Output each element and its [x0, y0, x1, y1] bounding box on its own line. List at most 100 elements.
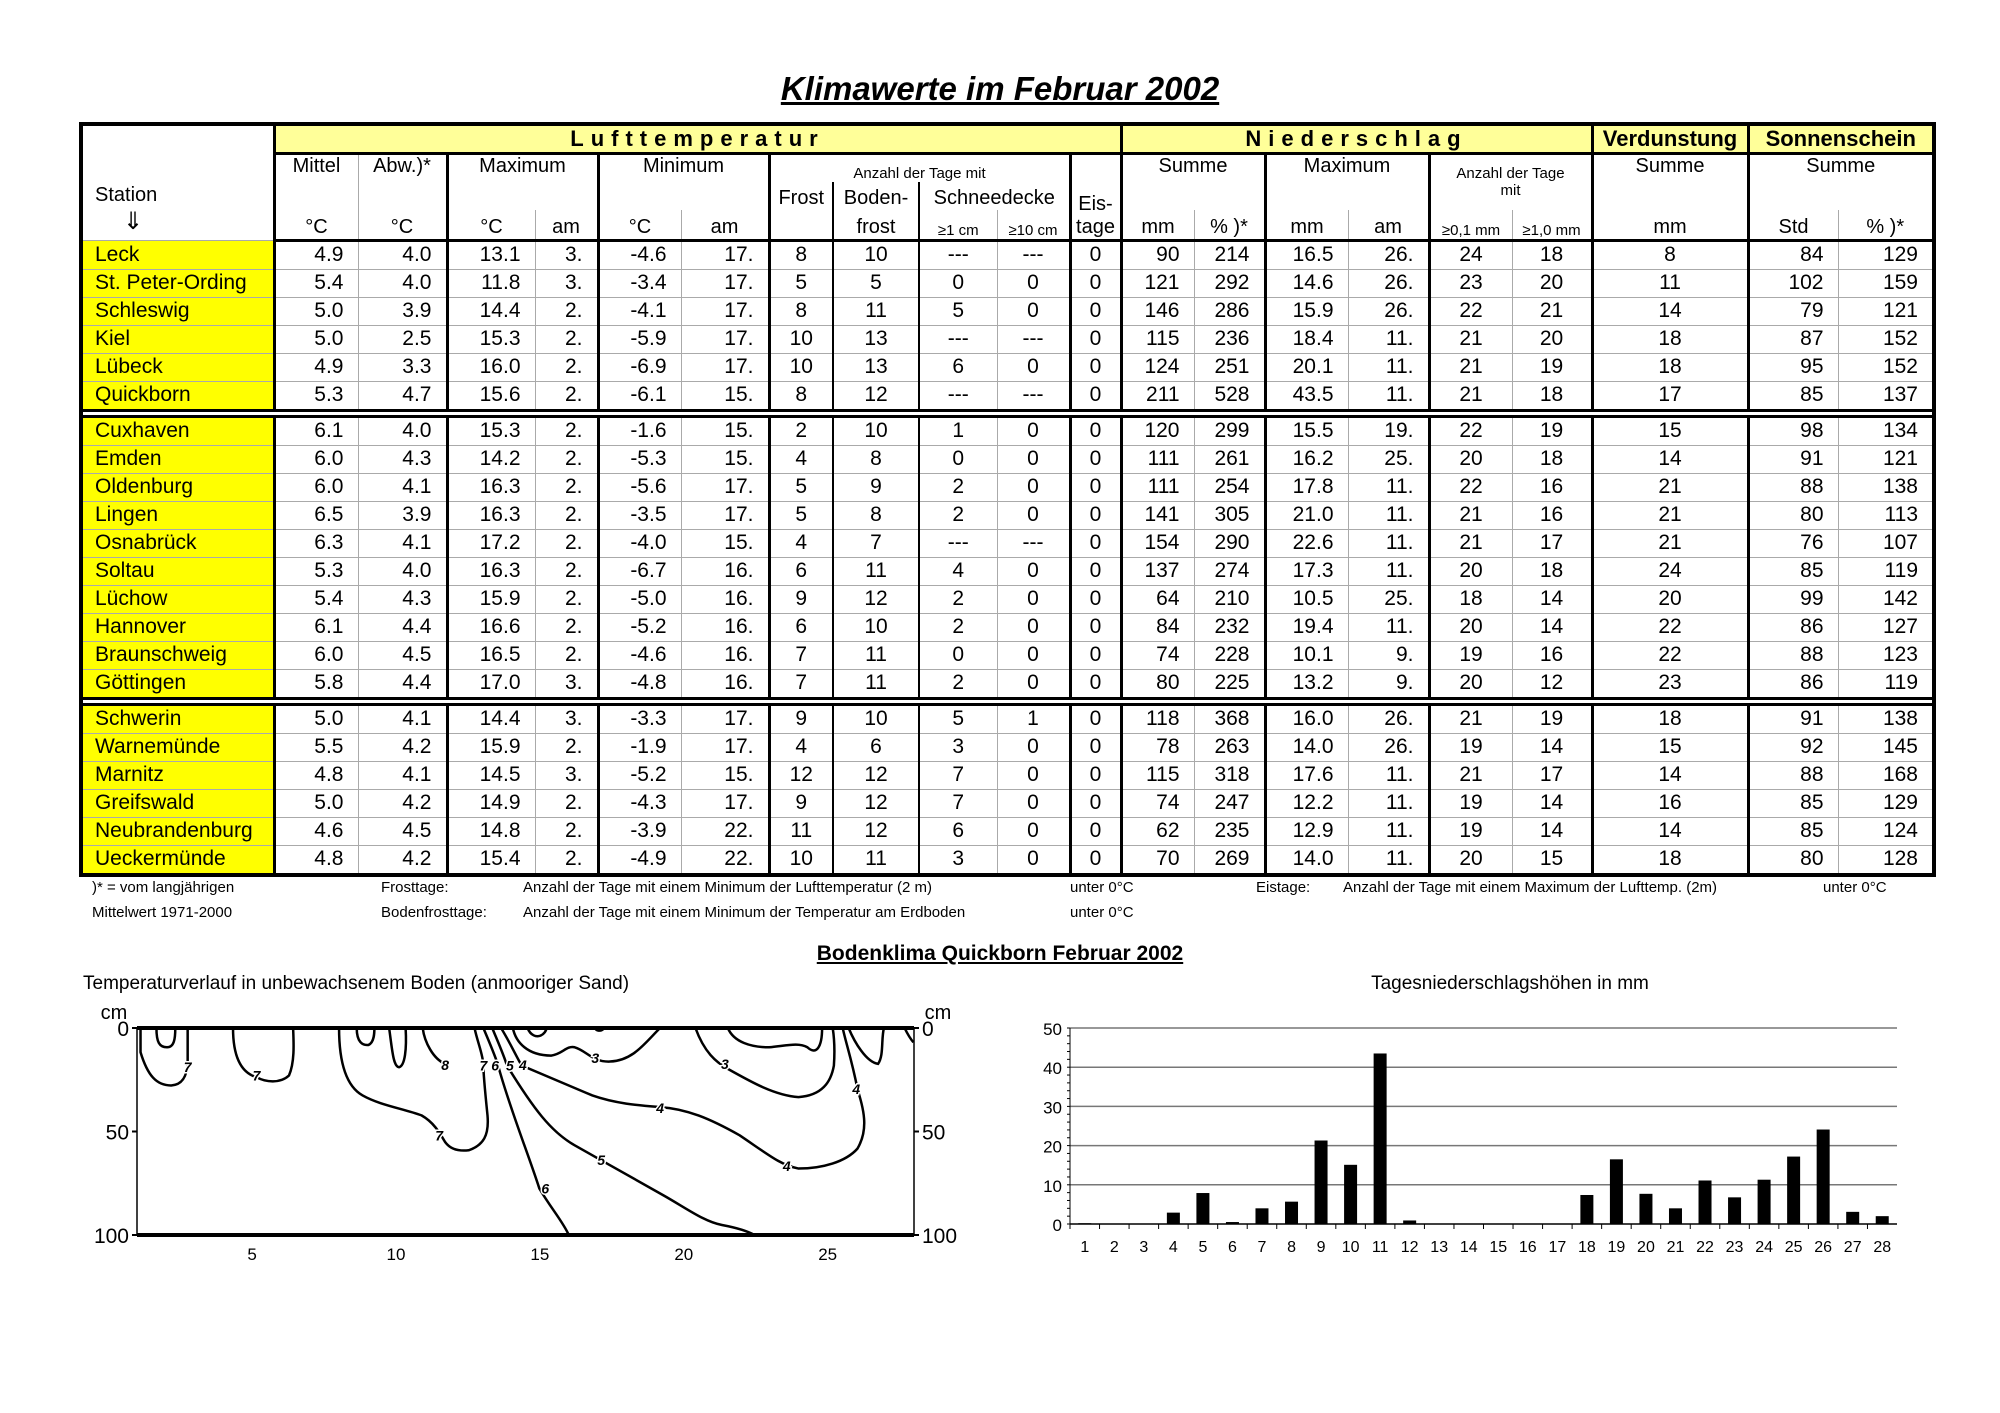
table-cell: 92: [1746, 732, 1839, 762]
table-cell: 21: [1427, 703, 1513, 734]
contour-level-label: 3: [721, 1056, 729, 1072]
table-cell: 19: [1511, 703, 1593, 734]
table-cell: 10: [832, 239, 920, 270]
table-cell: 129: [1837, 239, 1935, 270]
table-cell: 9: [767, 584, 834, 614]
contour-level-label: 6: [541, 1180, 549, 1196]
table-cell: 0: [1068, 472, 1122, 502]
table-cell: 4: [767, 444, 834, 474]
bar-x-tick: 24: [1755, 1239, 1773, 1256]
table-cell: 4.1: [357, 528, 448, 558]
table-cell: 4: [767, 732, 834, 762]
table-cell: 5.4: [273, 584, 359, 614]
table-cell: 15.: [680, 444, 770, 474]
table-cell: 2.: [534, 788, 599, 818]
table-cell: 0: [1068, 760, 1122, 790]
unit-mittel: °C: [273, 210, 359, 242]
table-cell: 0: [996, 472, 1071, 502]
station-name: Quickborn: [80, 380, 276, 411]
table-cell: 0: [996, 788, 1071, 818]
contour-y-tick-left: 100: [94, 1225, 129, 1248]
table-cell: 0: [1068, 788, 1122, 818]
unit-ge10cm: ≥10 cm: [996, 210, 1071, 242]
table-cell: 11: [1590, 268, 1749, 298]
header-eistage: Eis- tage: [1068, 153, 1122, 242]
unit-nsmax-mm: mm: [1263, 210, 1349, 242]
table-cell: ---: [918, 380, 998, 411]
table-cell: 137: [1837, 380, 1935, 411]
table-cell: 113: [1837, 500, 1935, 530]
table-cell: -6.1: [596, 380, 682, 411]
table-cell: 2.: [534, 380, 599, 411]
table-cell: 5: [767, 472, 834, 502]
table-cell: 78: [1119, 732, 1195, 762]
bar-day-12: [1403, 1220, 1417, 1224]
header-ns-maximum: Maximum: [1263, 153, 1430, 210]
table-cell: 95: [1746, 352, 1839, 382]
table-row: St. Peter-Ording 5.4 4.0 11.8 3. -3.4 17. 5 5 0 0 0…: [80, 268, 1935, 298]
table-cell: -5.9: [596, 324, 682, 354]
bar-y-tick: 0: [1053, 1216, 1062, 1235]
bar-x-tick: 21: [1667, 1239, 1685, 1256]
group-sonnenschein: Sonnenschein: [1746, 122, 1936, 155]
table-cell: 4.0: [357, 268, 448, 298]
table-cell: 18: [1511, 239, 1593, 270]
table-cell: 0: [1068, 584, 1122, 614]
table-cell: 0: [1068, 612, 1122, 642]
table-cell: 12: [832, 816, 920, 846]
bar-x-tick: 25: [1785, 1239, 1803, 1256]
header-anzahl-tage: Anzahl der Tage mit: [767, 153, 1071, 182]
table-cell: 0: [1068, 324, 1122, 354]
table-cell: 5.4: [273, 268, 359, 298]
contour-line: [595, 1028, 604, 1031]
table-cell: 5: [918, 296, 998, 326]
table-cell: 6.0: [273, 472, 359, 502]
table-cell: 5.3: [273, 380, 359, 411]
footnote-eis-label: Eistage:: [1256, 879, 1311, 896]
table-cell: 11.: [1347, 844, 1430, 875]
table-cell: 19.: [1347, 415, 1430, 446]
table-cell: 90: [1119, 239, 1195, 270]
section-title: Bodenklima Quickborn Februar 2002: [816, 942, 1184, 965]
table-cell: 2: [918, 668, 998, 699]
table-cell: 17.6: [1263, 760, 1349, 790]
table-cell: 76: [1746, 528, 1839, 558]
table-row: Cuxhaven 6.1 4.0 15.3 2. -1.6 15. 2 10 1 0 0 120 299 1…: [80, 415, 1935, 446]
table-cell: 0: [1068, 640, 1122, 670]
bar-day-25: [1787, 1156, 1801, 1224]
table-cell: 4.0: [357, 239, 448, 270]
table-cell: 6: [767, 612, 834, 642]
table-cell: 5.8: [273, 668, 359, 699]
table-cell: 20: [1590, 584, 1749, 614]
table-cell: 15.6: [445, 380, 536, 411]
contour-level-label: 7: [435, 1127, 444, 1143]
table-cell: 528: [1193, 380, 1266, 411]
bar-x-tick: 18: [1578, 1239, 1596, 1256]
down-arrow-icon: ⇓: [123, 207, 144, 235]
table-cell: 14: [1511, 732, 1593, 762]
table-cell: 21: [1427, 324, 1513, 354]
table-row: Quickborn 5.3 4.7 15.6 2. -6.1 15. 8 12 --- --- 0 21…: [80, 380, 1935, 411]
table-cell: 2.: [534, 444, 599, 474]
table-cell: 11: [832, 296, 920, 326]
table-cell: 15.: [680, 528, 770, 558]
bar-x-tick: 19: [1608, 1239, 1626, 1256]
bar-x-tick: 4: [1169, 1239, 1178, 1256]
station-header: Station ⇓: [80, 124, 276, 240]
table-row: Schwerin 5.0 4.1 14.4 3. -3.3 17. 9 10 5 1 0 118 368 1…: [80, 703, 1935, 734]
table-row: Leck 4.9 4.0 13.1 3. -4.6 17. 8 10 --- --- 0 90 214 16…: [80, 239, 1935, 270]
station-name: Emden: [80, 444, 276, 474]
table-cell: 2.: [534, 528, 599, 558]
footnote-eis-unit: unter 0°C: [1823, 879, 1887, 896]
table-cell: 15.5: [1263, 415, 1349, 446]
table-cell: 269: [1193, 844, 1266, 875]
table-cell: 17.: [680, 296, 770, 326]
contour-line: [483, 1028, 568, 1235]
table-cell: 20.1: [1263, 352, 1349, 382]
bar-day-11: [1373, 1053, 1387, 1224]
table-cell: 263: [1193, 732, 1266, 762]
station-name: Schwerin: [80, 703, 276, 734]
table-cell: 290: [1193, 528, 1266, 558]
bar-x-tick: 23: [1726, 1239, 1744, 1256]
table-cell: -4.3: [596, 788, 682, 818]
